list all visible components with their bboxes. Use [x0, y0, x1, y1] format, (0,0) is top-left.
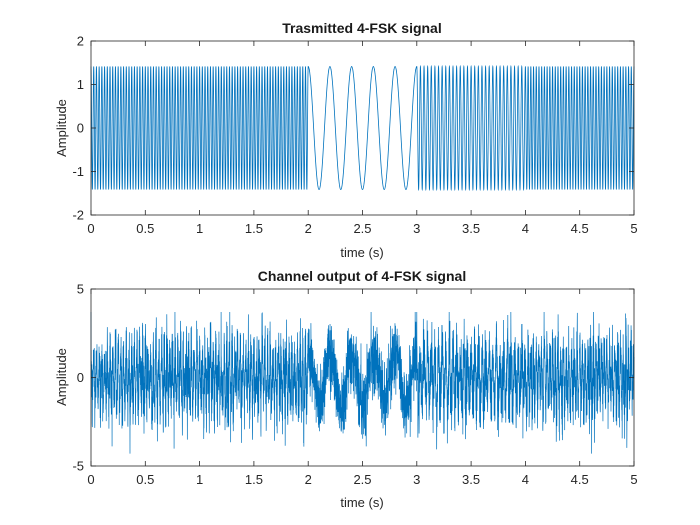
x-tick-label: 0 [87, 221, 94, 236]
x-tick-label: 1 [196, 221, 203, 236]
x-tick-label: 5 [630, 221, 637, 236]
y-tick-label: 5 [77, 282, 84, 297]
x-tick-label: 3 [413, 472, 420, 487]
x-tick-label: 4 [522, 221, 529, 236]
x-tick-label: 1.5 [245, 472, 263, 487]
x-tick-label: 4 [522, 472, 529, 487]
chart-title-transmitted: Trasmitted 4-FSK signal [282, 20, 441, 36]
x-axis-label-channel: time (s) [340, 495, 383, 510]
ticks-channel: 0 0.5 1 1.5 2 2.5 3 3.5 4 4.5 5-505 [72, 282, 637, 488]
x-tick-label: 2 [305, 472, 312, 487]
y-tick-label: 1 [77, 77, 84, 92]
x-tick-label: 4.5 [571, 221, 589, 236]
x-tick-label: 0.5 [136, 472, 154, 487]
x-tick-label: 0 [87, 472, 94, 487]
x-tick-label: 2.5 [353, 221, 371, 236]
y-tick-label: 2 [77, 34, 84, 49]
x-tick-label: 1 [196, 472, 203, 487]
y-axis-label-transmitted: Amplitude [54, 99, 69, 157]
x-tick-label: 3.5 [462, 472, 480, 487]
x-tick-label: 4.5 [571, 472, 589, 487]
ticks-transmitted: 0 0.5 1 1.5 2 2.5 3 3.5 4 4.5 5 -2 -1 0 1 2 [72, 34, 637, 237]
y-tick-label: 0 [77, 370, 84, 385]
y-tick-label: -1 [72, 164, 84, 179]
x-tick-label: 5 [630, 472, 637, 487]
series-line-transmitted [90, 64, 635, 192]
chart-title-channel: Channel output of 4-FSK signal [258, 268, 466, 284]
y-axis-label-channel: Amplitude [54, 348, 69, 406]
series-line-channel [90, 312, 635, 454]
y-tick-label: 0 [77, 121, 84, 136]
x-tick-label: 1.5 [245, 221, 263, 236]
x-tick-label: 3 [413, 221, 420, 236]
x-tick-label: 0.5 [136, 221, 154, 236]
subplot-channel: Channel output of 4-FSK signal 0 0.5 1 1.5 2… [54, 268, 638, 510]
y-tick-label: -5 [72, 459, 84, 474]
subplot-transmitted: Trasmitted 4-FSK signal 0 0.5 1 1.5 2 2.5 3 3.5… [54, 20, 638, 260]
x-tick-label: 2.5 [353, 472, 371, 487]
y-tick-label: -2 [72, 208, 84, 223]
x-axis-label-transmitted: time (s) [340, 245, 383, 260]
x-tick-label: 3.5 [462, 221, 480, 236]
x-tick-label: 2 [305, 221, 312, 236]
